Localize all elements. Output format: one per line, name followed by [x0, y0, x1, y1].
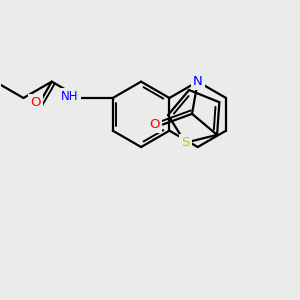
- Text: O: O: [30, 96, 41, 109]
- Text: S: S: [181, 136, 190, 149]
- Text: NH: NH: [61, 90, 79, 103]
- Text: O: O: [149, 118, 160, 131]
- Text: N: N: [193, 75, 202, 88]
